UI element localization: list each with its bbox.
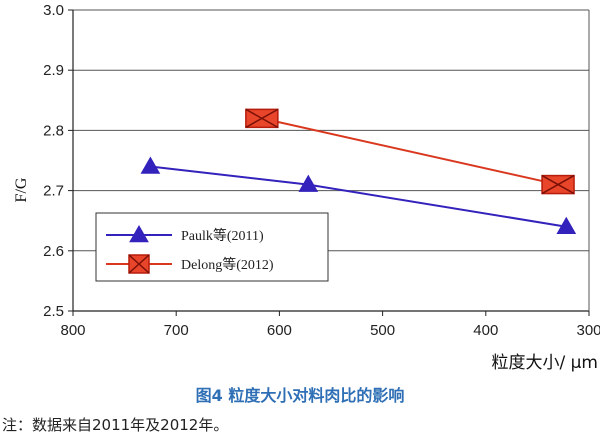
x-tick-label-5: 300 bbox=[576, 322, 600, 339]
legend-label-1: Delong等(2012) bbox=[181, 256, 274, 273]
y-tick-label-4: 2.9 bbox=[43, 62, 64, 79]
x-tick-label-1: 700 bbox=[164, 322, 189, 339]
series-1 bbox=[245, 108, 575, 195]
x-tick-label-0: 800 bbox=[60, 322, 85, 339]
y-tick-label-1: 2.6 bbox=[43, 243, 64, 260]
y-tick-label-3: 2.8 bbox=[43, 122, 64, 139]
y-axis-label: F/G bbox=[13, 177, 30, 202]
series-group bbox=[140, 108, 577, 234]
legend-label-0: Paulk等(2011) bbox=[181, 227, 264, 244]
series-1-line bbox=[261, 117, 559, 186]
figure-caption: 图4 粒度大小对料肉比的影响 bbox=[195, 386, 405, 405]
series-0-point-2 bbox=[556, 216, 577, 234]
series-0-point-0 bbox=[140, 156, 161, 174]
series-1-point-0 bbox=[245, 108, 279, 129]
series-0-point-1 bbox=[298, 174, 319, 192]
series-1-point-0-cross-b bbox=[245, 108, 279, 129]
line-chart: 2.5 2.6 2.7 2.8 2.9 3.0 800 700 600 500 400 300 F/… bbox=[13, 2, 600, 373]
x-axis-label: 粒度大小/ μm bbox=[491, 353, 598, 373]
axes bbox=[68, 9, 590, 316]
x-tick-label-3: 500 bbox=[370, 322, 395, 339]
series-1-point-1 bbox=[541, 174, 575, 195]
y-tick-label-2: 2.7 bbox=[43, 183, 64, 200]
legend-marker-0 bbox=[129, 224, 149, 243]
grid-lines bbox=[73, 9, 589, 252]
legend-marker-1 bbox=[128, 254, 150, 274]
legend: Paulk等(2011) Delong等(2012) bbox=[95, 212, 329, 282]
x-tick-label-2: 600 bbox=[267, 322, 292, 339]
x-tick-label-4: 400 bbox=[473, 322, 498, 339]
legend-marker-1-cross-b bbox=[128, 254, 150, 274]
series-0 bbox=[140, 156, 577, 234]
y-tick-labels: 2.5 2.6 2.7 2.8 2.9 3.0 bbox=[43, 2, 64, 320]
source-note: 注：数据来自2011年及2012年。 bbox=[2, 416, 229, 434]
series-1-point-1-cross-b bbox=[541, 174, 575, 195]
y-tick-label-5: 3.0 bbox=[43, 2, 64, 19]
y-tick-label-0: 2.5 bbox=[43, 303, 64, 320]
x-tick-labels: 800 700 600 500 400 300 bbox=[60, 322, 600, 339]
